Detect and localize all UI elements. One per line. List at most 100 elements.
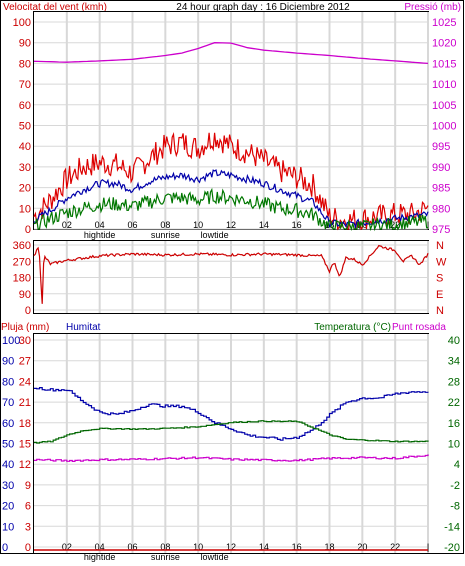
rain-tick-label: 24 [19,376,31,388]
hour-tick-label: 06 [127,542,137,552]
gust-series-line [33,131,429,231]
pressure-axis-title: Pressió (mb) [404,2,461,13]
pressure-tick-label: 1025 [432,17,456,29]
wind-speed-tick-label: 70 [19,79,31,91]
rain-tick-label: 6 [25,501,31,513]
wind-speed-tick-label: 90 [19,38,31,50]
humidity-tick-label: 70 [2,397,14,409]
min-series-line [33,187,429,232]
hour-tick-label: 08 [160,542,170,552]
compass-label: E [436,289,443,301]
temperature-tick-label: 22 [448,397,460,409]
hour-tick-label: 04 [95,542,105,552]
hour-tick-label: 20 [357,542,367,552]
rain-tick-label: 30 [19,335,31,347]
humidity-tick-label: 90 [2,356,14,368]
rain-tick-label: 9 [25,480,31,492]
grid-layer [34,12,429,553]
temperature-tick-label: 40 [448,335,460,347]
temperature-tick-label: 10 [448,439,460,451]
wind-speed-axis-title: Velocitat del vent (kmh) [3,2,107,13]
humidity-tick-label: 60 [2,418,14,430]
event-label-sunrise: sunrise [151,552,180,562]
wind-speed-tick-label: 40 [19,141,31,153]
rain-tick-label: 0 [25,542,31,554]
event-label-hightide: hightide [84,552,116,562]
pressure-tick-label: 985 [432,183,450,195]
hour-tick-label: 12 [226,542,236,552]
humidity-tick-label: 20 [2,501,14,513]
humidity-tick-label: 80 [2,376,14,388]
hour-tick-label: 04 [95,220,105,230]
humidity-tick-label: 0 [2,542,8,554]
wind-speed-tick-label: 100 [13,17,31,29]
direction-series-line [33,244,429,304]
temperature-tick-label: -14 [444,521,460,533]
compass-label: N [436,240,444,252]
rain-tick-label: 3 [25,521,31,533]
hour-tick-label: 10 [193,542,203,552]
humidity-tick-label: 100 [2,335,20,347]
temperature-tick-label: 34 [448,356,460,368]
temperature-tick-label: -8 [450,501,460,513]
rain-tick-label: 18 [19,418,31,430]
pressure-tick-label: 1010 [432,79,456,91]
avg-series-line [33,169,429,230]
hour-tick-label: 18 [324,542,334,552]
event-label-lowtide: lowtide [201,552,229,562]
hour-tick-label: 22 [390,220,400,230]
hour-tick-label: 06 [127,220,137,230]
direction-tick-label: 90 [19,289,31,301]
temperature-tick-label: 28 [448,376,460,388]
pressure-tick-label: 975 [432,224,450,236]
hour-tick-label: 10 [193,220,203,230]
rain-tick-label: 27 [19,356,31,368]
hour-tick-label: 16 [292,542,302,552]
humidity-tick-label: 30 [2,480,14,492]
dewpoint-axis-title: Punt rosada [392,322,446,333]
hour-tick-label: 16 [292,220,302,230]
hour-tick-label: | [427,542,429,552]
wind-speed-tick-label: 50 [19,121,31,133]
direction-tick-label: 180 [13,273,31,285]
pressure-tick-label: 990 [432,162,450,174]
pressure-tick-label: 1015 [432,58,456,70]
humidity-tick-label: 40 [2,459,14,471]
compass-label: W [436,256,447,268]
temperature-series-line [34,420,429,444]
hour-tick-label: | [427,220,429,230]
hour-tick-label: 14 [259,542,269,552]
wind-speed-tick-label: 60 [19,100,31,112]
pressure-tick-label: 995 [432,141,450,153]
direction-tick-label: 360 [13,240,31,252]
temperature-tick-label: 4 [454,459,460,471]
pressure-tick-label: 1000 [432,121,456,133]
pressure-tick-label: 1020 [432,38,456,50]
wind-speed-tick-label: 0 [25,224,31,236]
graph-date-title: 24 hour graph day : 16 Diciembre 2012 [176,2,350,13]
event-label-sunrise: sunrise [151,230,180,240]
hour-tick-label: 08 [160,220,170,230]
wind-speed-tick-label: 10 [19,203,31,215]
compass-label: S [436,273,443,285]
direction-tick-label: 0 [25,305,31,317]
temperature-axis-title: Temperatura (°C) [314,322,391,333]
humidity-tick-label: 50 [2,439,14,451]
hour-tick-label: 02 [62,220,72,230]
hour-tick-label: 14 [259,220,269,230]
direction-tick-label: 270 [13,256,31,268]
humidity-axis-title: Humitat [66,322,101,333]
compass-label: N [436,305,444,317]
series-layer [33,42,429,551]
wind-speed-tick-label: 30 [19,162,31,174]
temperature-tick-label: 16 [448,418,460,430]
temperature-tick-label: -20 [444,542,460,554]
wind-speed-tick-label: 20 [19,183,31,195]
wind-speed-tick-label: 80 [19,58,31,70]
pressure-tick-label: 1005 [432,100,456,112]
rain-tick-label: 21 [19,397,31,409]
pressure-series-line [33,42,429,65]
hour-tick-label: 22 [390,542,400,552]
